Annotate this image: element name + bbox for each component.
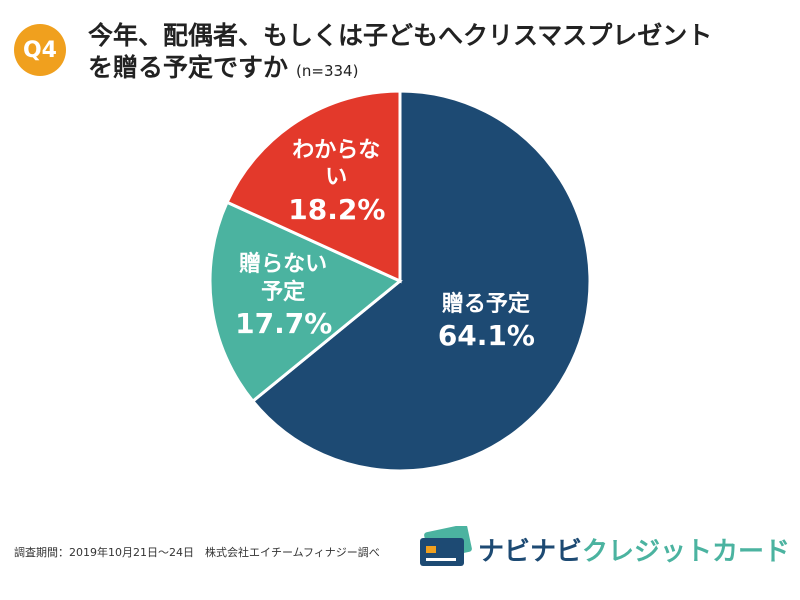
slice-label: 贈らない予定 17.7%: [235, 251, 333, 341]
category-label: 贈る予定: [441, 291, 530, 317]
logo-text: クレジットカード: [582, 537, 791, 567]
slice-label: 贈る予定 64.1%: [437, 290, 535, 353]
chart-title-line: を贈る予定ですか (n=334): [88, 48, 358, 84]
chart-title: 今年、配偶者、もしくは子どもへクリスマスプレゼント: [88, 21, 713, 50]
value-label: 17.7%: [235, 307, 333, 341]
slice-label: わからない 18.2%: [288, 137, 386, 227]
category-label: 贈らない予定: [239, 252, 328, 305]
logo-text: ナビナビ: [478, 537, 583, 567]
question-badge: Q4: [14, 24, 66, 76]
pie-slice: [208, 200, 403, 404]
chart-title: を贈る予定ですか: [88, 53, 289, 82]
logo: ナビナビクレジットカード: [478, 531, 790, 568]
footnote: 調査期間：2019年10月21日～24日 株式会社エイチームフィナジー調べ: [14, 546, 380, 559]
pie-slice: [250, 89, 592, 473]
logo-icon: [420, 526, 472, 566]
value-label: 64.1%: [437, 318, 535, 352]
pie-slice: [225, 89, 402, 284]
sample-size: (n=334): [296, 62, 359, 80]
value-label: 18.2%: [288, 192, 386, 226]
category-label: わからない: [292, 137, 381, 191]
